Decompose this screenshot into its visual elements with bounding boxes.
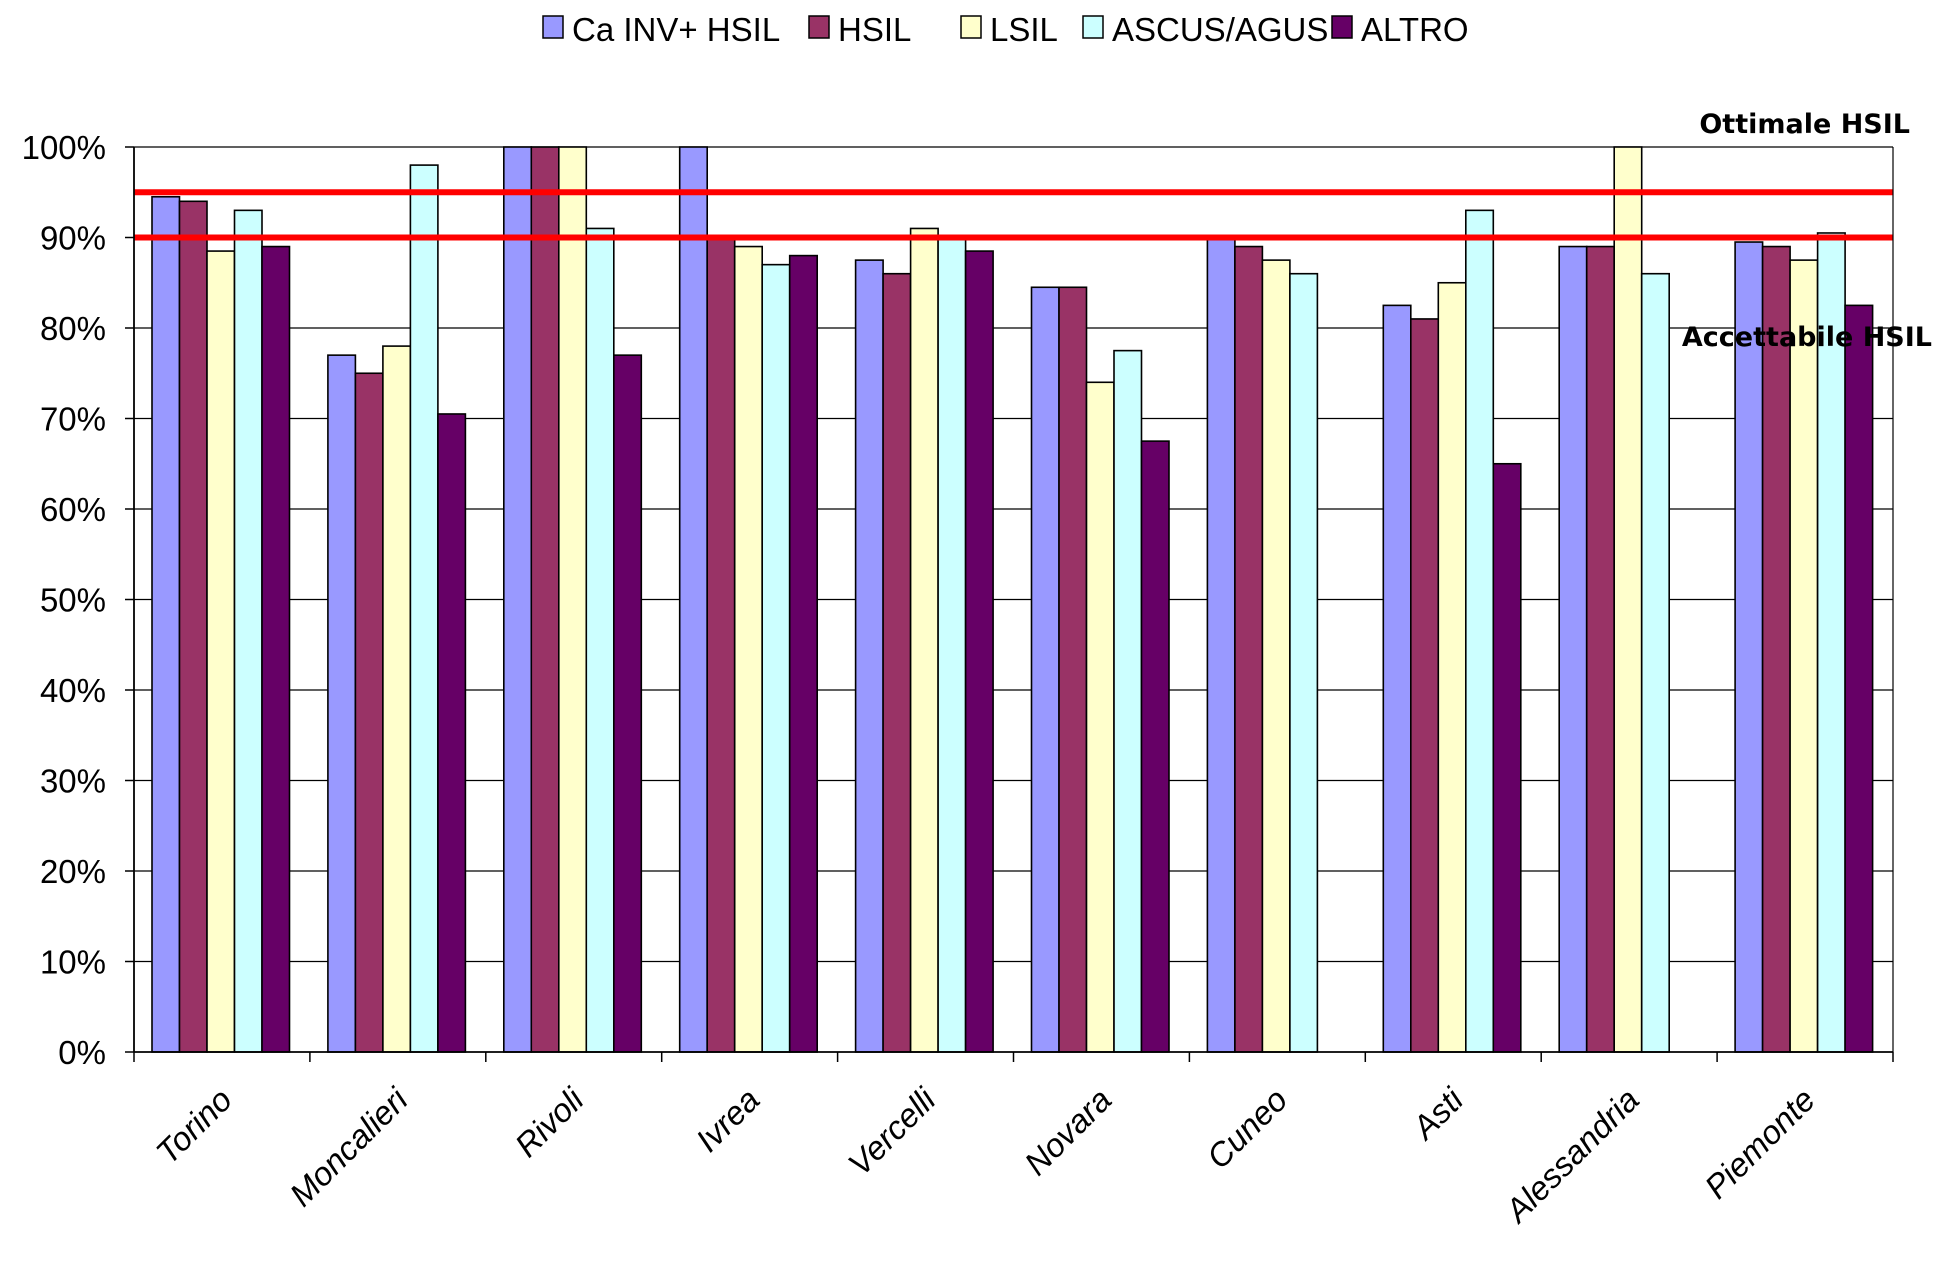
bar bbox=[1234, 245, 1264, 1053]
bar bbox=[178, 200, 208, 1053]
bar bbox=[1085, 381, 1115, 1053]
bar bbox=[1289, 272, 1319, 1053]
bar bbox=[530, 146, 560, 1053]
bar bbox=[1816, 232, 1846, 1053]
legend-label: HSIL bbox=[838, 11, 911, 48]
bar bbox=[761, 263, 791, 1053]
x-category-label: Novara bbox=[1017, 1081, 1118, 1182]
y-tick-label: 90% bbox=[40, 220, 106, 257]
bar bbox=[1382, 304, 1412, 1053]
y-tick-label: 50% bbox=[40, 582, 106, 619]
bar bbox=[937, 236, 967, 1053]
x-category-label: Piemonte bbox=[1697, 1081, 1822, 1206]
legend-label: Ca INV+ HSIL bbox=[572, 11, 780, 48]
bar bbox=[1585, 245, 1615, 1053]
chart-legend: Ca INV+ HSIL HSIL LSIL ASCUS/AGUS ALTRO bbox=[542, 11, 1469, 48]
bar bbox=[1558, 245, 1588, 1053]
y-tick-label: 40% bbox=[40, 672, 106, 709]
bar bbox=[354, 372, 384, 1053]
y-tick-label: 80% bbox=[40, 310, 106, 347]
reference-label-ottimale: Ottimale HSIL bbox=[1699, 109, 1910, 140]
y-tick-label: 100% bbox=[22, 129, 106, 166]
reference-lines: Ottimale HSIL Accettabile HSIL bbox=[134, 109, 1932, 353]
bar bbox=[788, 254, 819, 1053]
legend-swatch bbox=[960, 15, 982, 39]
y-tick-label: 30% bbox=[40, 763, 106, 800]
bar bbox=[327, 354, 357, 1053]
bar bbox=[1206, 236, 1236, 1053]
bar bbox=[1761, 245, 1791, 1053]
y-tick-label: 70% bbox=[40, 401, 106, 438]
x-category-label: Torino bbox=[149, 1081, 239, 1171]
x-category-label: Alessandria bbox=[1497, 1081, 1647, 1231]
bar bbox=[557, 146, 588, 1053]
bar bbox=[437, 413, 467, 1053]
bar bbox=[733, 245, 764, 1053]
bar bbox=[1465, 209, 1495, 1053]
x-category-label: Ivrea bbox=[689, 1081, 767, 1159]
legend-swatch bbox=[808, 15, 830, 39]
x-category-label: Vercelli bbox=[841, 1080, 944, 1183]
bar bbox=[678, 146, 709, 1053]
reference-label-accettabile: Accettabile HSIL bbox=[1682, 322, 1932, 353]
bar bbox=[585, 227, 615, 1053]
y-tick-label: 0% bbox=[58, 1034, 106, 1071]
bar bbox=[382, 345, 412, 1053]
bar bbox=[882, 272, 912, 1053]
legend-label: ALTRO bbox=[1361, 11, 1469, 48]
bar bbox=[909, 227, 939, 1053]
x-category-label: Asti bbox=[1404, 1080, 1472, 1148]
legend-swatch bbox=[1082, 15, 1104, 39]
legend-swatch bbox=[1331, 15, 1353, 39]
bar bbox=[1140, 440, 1170, 1053]
x-category-label: Rivoli bbox=[507, 1080, 591, 1164]
bar bbox=[206, 250, 236, 1053]
bar bbox=[1261, 259, 1291, 1053]
bar bbox=[1844, 304, 1874, 1053]
bar bbox=[1058, 286, 1088, 1053]
bars bbox=[151, 146, 1874, 1053]
bar bbox=[502, 146, 533, 1053]
bar bbox=[409, 164, 439, 1053]
bar bbox=[1492, 462, 1522, 1053]
y-tick-label: 10% bbox=[40, 944, 106, 981]
bar bbox=[1030, 286, 1060, 1053]
legend-label: ASCUS/AGUS bbox=[1112, 11, 1328, 48]
bar bbox=[1410, 318, 1440, 1053]
bar bbox=[706, 236, 736, 1053]
bar bbox=[233, 209, 263, 1053]
y-tick-label: 20% bbox=[40, 853, 106, 890]
bar bbox=[1437, 281, 1467, 1053]
legend-label: LSIL bbox=[990, 11, 1058, 48]
x-category-label: Moncalieri bbox=[282, 1080, 416, 1214]
bar bbox=[1789, 259, 1819, 1053]
bar bbox=[964, 250, 994, 1053]
bar bbox=[612, 354, 643, 1053]
bar bbox=[854, 259, 884, 1053]
bar bbox=[1613, 146, 1643, 1053]
bar bbox=[1113, 349, 1143, 1053]
bar bbox=[1734, 241, 1764, 1053]
y-tick-label: 60% bbox=[40, 491, 106, 528]
x-category-label: Cuneo bbox=[1199, 1081, 1294, 1176]
bar bbox=[151, 195, 181, 1053]
bar bbox=[261, 245, 291, 1053]
legend-swatch bbox=[542, 15, 564, 39]
bar bbox=[1640, 272, 1670, 1053]
